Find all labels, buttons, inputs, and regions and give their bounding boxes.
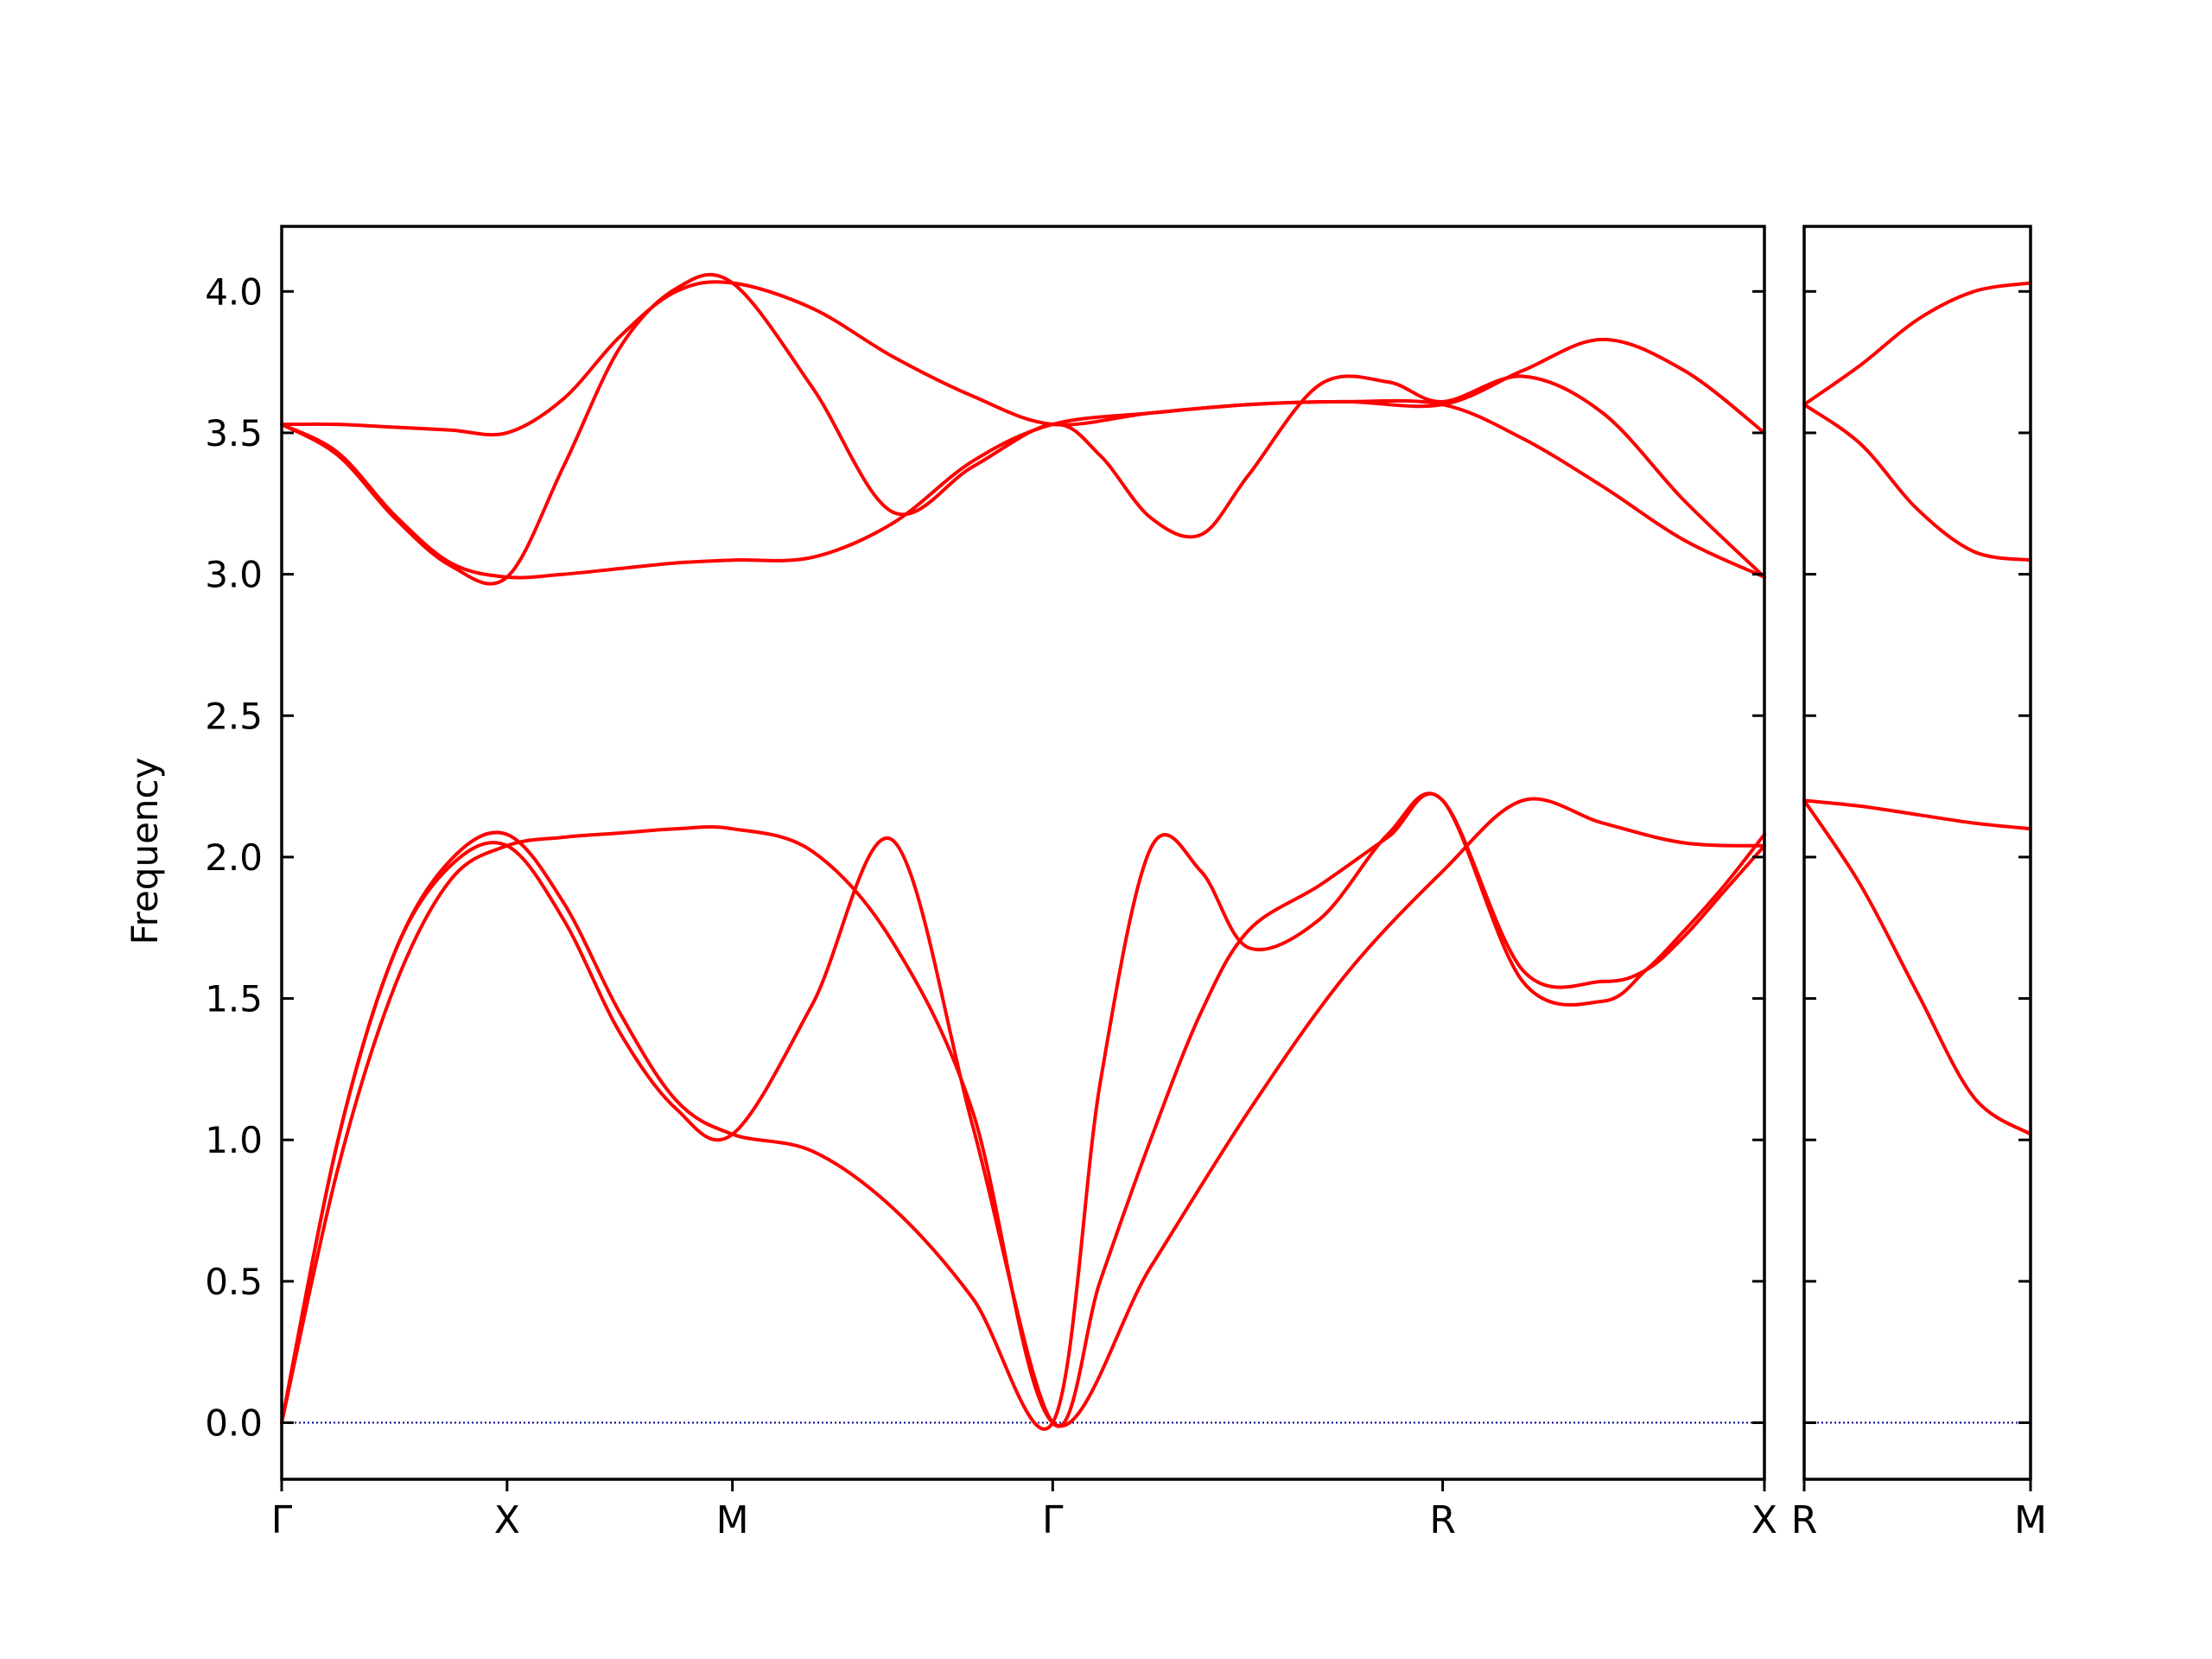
x-tick-label-gamma: Γ (1042, 1498, 1064, 1542)
x-tick-label-m: M (2014, 1498, 2047, 1542)
x-tick-label-r: R (1791, 1498, 1818, 1542)
x-tick-label-gamma: Γ (271, 1498, 293, 1542)
plot-panel-side (1802, 225, 2032, 1491)
y-tick-label: 2.0 (205, 836, 263, 879)
y-axis-label: Frequency (124, 758, 166, 945)
band-line (1802, 281, 2032, 407)
y-tick-label: 1.5 (205, 978, 263, 1020)
panel-frame (280, 225, 1766, 1481)
band-line (280, 398, 1766, 580)
band-line (1802, 798, 2032, 1136)
panel-frame (1802, 225, 2032, 1481)
y-tick-label: 3.0 (205, 554, 263, 596)
x-tick-labels-main: Γ X M Γ R X (271, 1498, 1777, 1542)
band-line (1802, 403, 2032, 563)
y-tick-labels: 0.0 0.5 1.0 1.5 2.0 2.5 3.0 3.5 4.0 (205, 270, 263, 1444)
band-line (1802, 798, 2032, 831)
plot-panel-main (280, 225, 1766, 1491)
y-tick-label: 4.0 (205, 270, 263, 313)
y-tick-label: 2.5 (205, 695, 263, 737)
band-line (280, 791, 1766, 1431)
band-line (280, 280, 1766, 437)
band-line (280, 272, 1766, 586)
x-tick-label-x: X (1751, 1498, 1777, 1542)
band-line (280, 797, 1766, 1428)
x-tick-label-m: M (716, 1498, 749, 1542)
band-line (280, 791, 1766, 1428)
x-tick-labels-side: R M (1791, 1498, 2047, 1542)
y-tick-label: 1.0 (205, 1119, 263, 1161)
x-tick-label-r: R (1429, 1498, 1456, 1542)
y-tick-label: 0.0 (205, 1402, 263, 1445)
y-tick-label: 0.5 (205, 1261, 263, 1303)
x-tick-label-x: X (494, 1498, 520, 1542)
y-tick-label: 3.5 (205, 412, 263, 454)
